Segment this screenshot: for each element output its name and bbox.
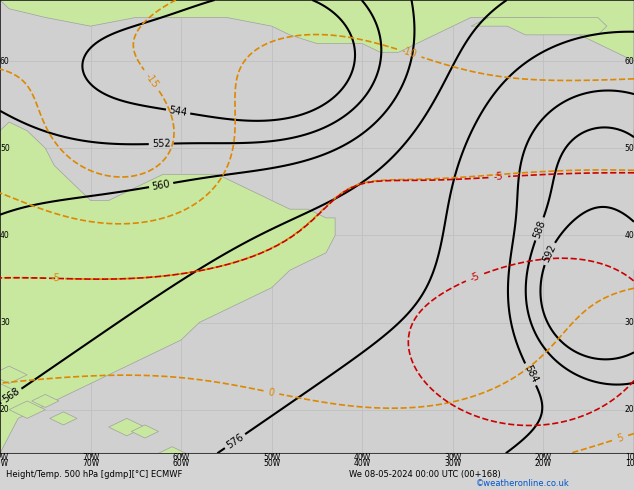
Text: 60W: 60W (172, 453, 190, 462)
Text: 60: 60 (0, 56, 10, 66)
Text: 20: 20 (624, 405, 634, 414)
Text: We 08-05-2024 00:00 UTC (00+168): We 08-05-2024 00:00 UTC (00+168) (349, 470, 500, 479)
Text: 20W: 20W (535, 459, 552, 468)
Polygon shape (9, 401, 45, 418)
Text: ©weatheronline.co.uk: ©weatheronline.co.uk (476, 479, 569, 488)
Text: 30: 30 (624, 318, 634, 327)
Text: 80W: 80W (0, 453, 9, 462)
Text: -15: -15 (143, 71, 160, 90)
Text: 40W: 40W (354, 459, 371, 468)
Text: 30: 30 (0, 318, 10, 327)
Text: 20: 20 (0, 405, 10, 414)
Text: 544: 544 (168, 105, 188, 118)
Text: Height/Temp. 500 hPa [gdmp][°C] ECMWF: Height/Temp. 500 hPa [gdmp][°C] ECMWF (6, 470, 183, 479)
Text: 5: 5 (615, 432, 624, 444)
Polygon shape (471, 18, 607, 35)
Text: 552: 552 (152, 139, 171, 149)
Text: 20W: 20W (535, 453, 552, 462)
Text: 50: 50 (624, 144, 634, 153)
Text: -5: -5 (493, 172, 503, 182)
Text: 60W: 60W (172, 459, 190, 468)
Text: -10: -10 (400, 46, 418, 60)
Text: 50W: 50W (263, 459, 280, 468)
Polygon shape (32, 394, 59, 408)
Text: 30W: 30W (444, 453, 462, 462)
Polygon shape (50, 412, 77, 425)
Text: 40: 40 (624, 231, 634, 240)
Text: 70W: 70W (82, 459, 99, 468)
Text: 60: 60 (624, 56, 634, 66)
Text: 10W: 10W (625, 459, 634, 468)
Text: 10W: 10W (625, 453, 634, 462)
Polygon shape (0, 453, 634, 490)
Text: 588: 588 (532, 219, 547, 239)
Polygon shape (0, 122, 335, 453)
Polygon shape (0, 384, 18, 401)
Text: 584: 584 (522, 364, 539, 385)
Text: -5: -5 (50, 273, 60, 284)
Polygon shape (131, 425, 158, 438)
Text: 80W: 80W (0, 459, 9, 468)
Text: 40W: 40W (354, 453, 371, 462)
Text: 568: 568 (1, 386, 22, 405)
Polygon shape (158, 447, 186, 460)
Text: 30W: 30W (444, 459, 462, 468)
Polygon shape (0, 366, 27, 384)
Text: 50W: 50W (263, 453, 280, 462)
Text: 40: 40 (0, 231, 10, 240)
Text: 0: 0 (268, 387, 275, 398)
Text: 50: 50 (0, 144, 10, 153)
Text: 560: 560 (151, 178, 171, 192)
Polygon shape (0, 0, 634, 61)
Text: -5: -5 (469, 270, 481, 284)
Text: 70W: 70W (82, 453, 99, 462)
Text: 592: 592 (541, 243, 558, 264)
Polygon shape (108, 418, 145, 436)
Text: 576: 576 (224, 432, 245, 450)
